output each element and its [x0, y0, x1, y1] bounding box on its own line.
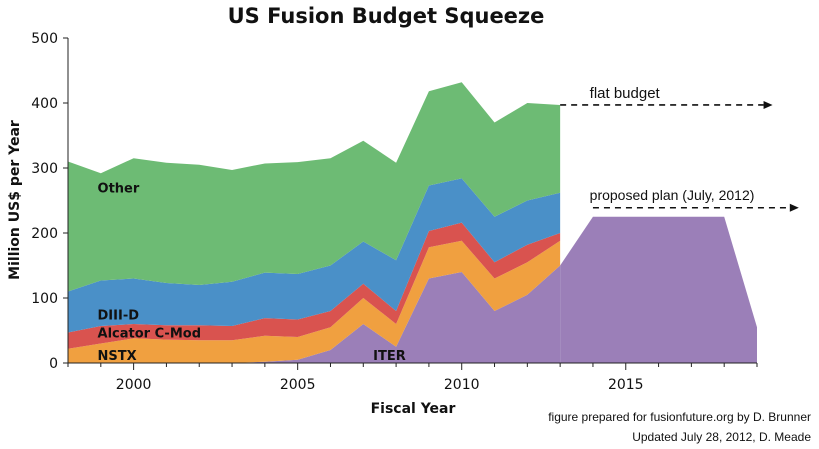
- series-label-nstx: NSTX: [98, 349, 137, 364]
- credit-line-1: figure prepared for fusionfuture.org by …: [548, 410, 811, 424]
- area-alcator-c-mod: [68, 222, 561, 349]
- series-label-iter: ITER: [373, 349, 406, 364]
- series-labels: ITER NSTX Alcator C-Mod DIII-D Other: [98, 182, 406, 365]
- y-tick-label: 400: [31, 96, 58, 112]
- y-tick-label: 100: [31, 291, 58, 307]
- series-label-diii-d: DIII-D: [98, 308, 140, 323]
- area-other: [68, 82, 561, 292]
- chart-title: US Fusion Budget Squeeze: [228, 4, 545, 28]
- x-tick-label: 2000: [116, 377, 152, 393]
- x-axis-label: Fiscal Year: [371, 401, 456, 417]
- series-label-alcator-c-mod: Alcator C-Mod: [98, 326, 201, 341]
- y-tick-label: 500: [31, 31, 58, 47]
- series-label-other: Other: [98, 182, 140, 197]
- x-tick-label: 2005: [280, 377, 316, 393]
- area-iter: [68, 265, 561, 363]
- proposed-plan-label: proposed plan (July, 2012): [590, 187, 755, 203]
- credit-line-2: Updated July 28, 2012, D. Meade: [632, 430, 811, 444]
- annotations: flat budget proposed plan (July, 2012): [560, 85, 799, 212]
- x-ticks: 2000 2005 2010 2015: [67, 363, 758, 393]
- flat-budget-label: flat budget: [590, 85, 661, 102]
- axes: [67, 38, 757, 364]
- y-tick-label: 300: [31, 161, 58, 177]
- y-tick-label: 0: [49, 356, 58, 372]
- plot-areas: [68, 82, 757, 363]
- area-diii-d: [68, 178, 561, 333]
- proposed-plan-arrowhead: [789, 203, 799, 212]
- x-tick-label: 2010: [444, 377, 480, 393]
- proposed-plan-area: [560, 216, 757, 363]
- y-tick-label: 200: [31, 226, 58, 242]
- area-nstx: [68, 240, 561, 363]
- y-axis-label: Million US$ per Year: [7, 120, 23, 280]
- x-tick-label: 2015: [608, 377, 644, 393]
- flat-budget-arrowhead: [763, 100, 773, 109]
- y-ticks: 0 100 200 300 400 500: [31, 31, 68, 372]
